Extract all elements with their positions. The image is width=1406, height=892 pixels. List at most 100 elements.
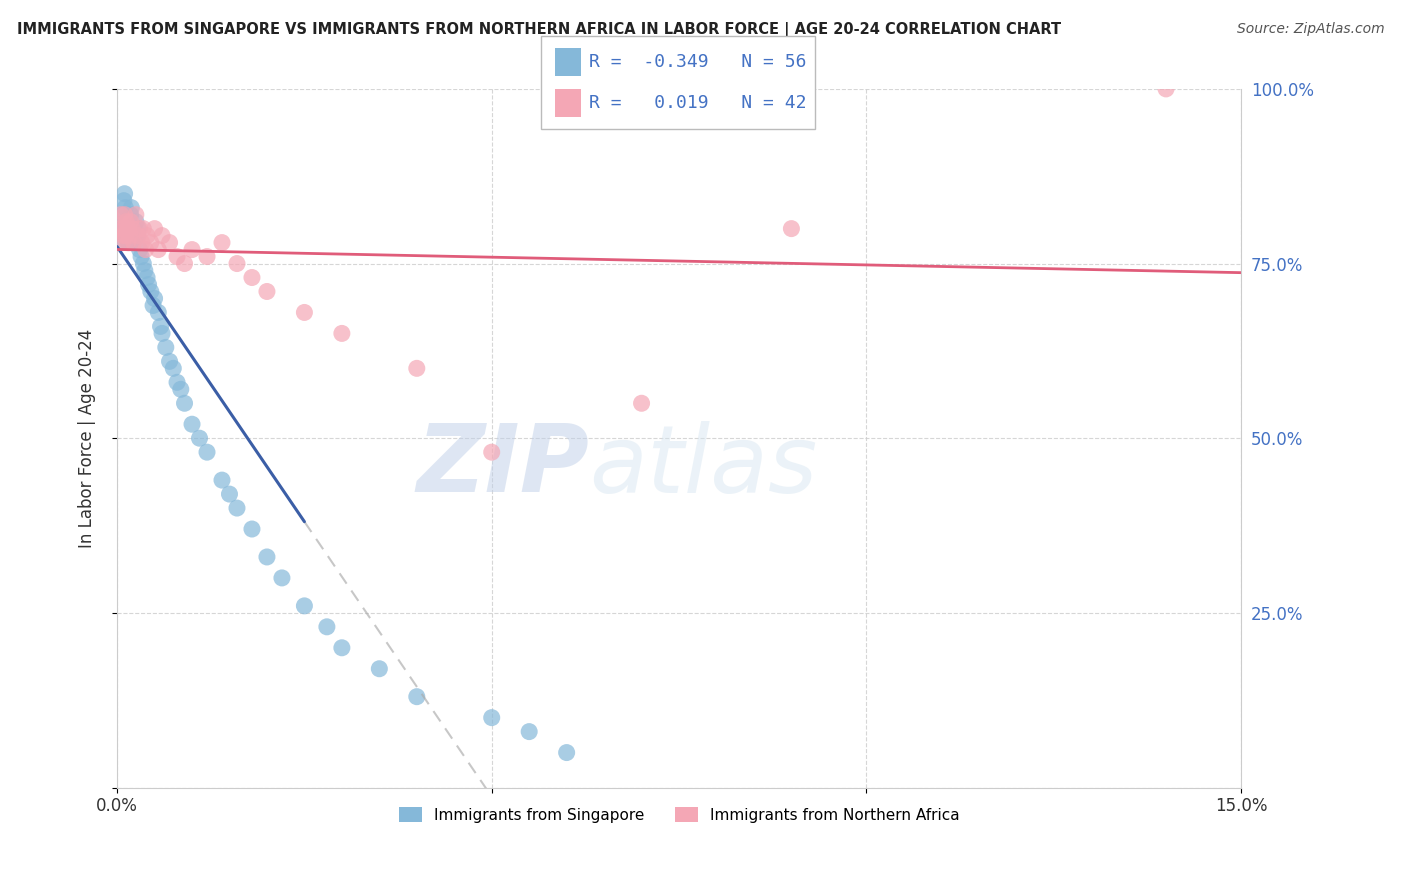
Point	[173, 256, 195, 270]
Point	[405, 361, 427, 376]
Text: ZIP: ZIP	[416, 420, 589, 512]
Point	[115, 214, 138, 228]
Point	[136, 270, 159, 285]
Point	[117, 221, 139, 235]
Text: Source: ZipAtlas.com: Source: ZipAtlas.com	[1237, 22, 1385, 37]
Point	[121, 221, 143, 235]
Point	[120, 208, 142, 222]
Point	[120, 214, 142, 228]
Point	[118, 221, 141, 235]
Point	[128, 221, 150, 235]
Point	[218, 487, 240, 501]
Point	[129, 250, 152, 264]
Point	[110, 221, 132, 235]
Point	[256, 285, 278, 299]
Point	[481, 711, 503, 725]
Point	[127, 228, 149, 243]
Point	[121, 221, 143, 235]
Point	[139, 285, 162, 299]
Point	[226, 256, 249, 270]
Point	[148, 305, 170, 319]
Point	[132, 221, 155, 235]
Point	[112, 208, 135, 222]
Point	[181, 243, 204, 257]
Point	[630, 396, 652, 410]
Point	[1154, 82, 1177, 96]
Point	[405, 690, 427, 704]
Point	[188, 431, 211, 445]
Text: atlas: atlas	[589, 421, 817, 512]
Text: IMMIGRANTS FROM SINGAPORE VS IMMIGRANTS FROM NORTHERN AFRICA IN LABOR FORCE | AG: IMMIGRANTS FROM SINGAPORE VS IMMIGRANTS …	[17, 22, 1062, 38]
Point	[170, 382, 193, 396]
Point	[143, 221, 166, 235]
Text: R =  -0.349   N = 56: R = -0.349 N = 56	[589, 53, 807, 70]
Point	[117, 235, 139, 250]
Point	[240, 270, 263, 285]
Text: R =   0.019   N = 42: R = 0.019 N = 42	[589, 95, 807, 112]
Point	[149, 319, 172, 334]
Point	[114, 208, 136, 222]
Point	[330, 640, 353, 655]
Point	[211, 473, 233, 487]
Point	[122, 228, 145, 243]
Point	[271, 571, 294, 585]
Y-axis label: In Labor Force | Age 20-24: In Labor Force | Age 20-24	[79, 328, 96, 548]
Legend: Immigrants from Singapore, Immigrants from Northern Africa: Immigrants from Singapore, Immigrants fr…	[392, 800, 966, 829]
Point	[143, 292, 166, 306]
Point	[131, 235, 153, 250]
Point	[330, 326, 353, 341]
Point	[256, 549, 278, 564]
Point	[780, 221, 803, 235]
Point	[112, 228, 135, 243]
Point	[122, 235, 145, 250]
Point	[240, 522, 263, 536]
Point	[124, 221, 146, 235]
Point	[114, 186, 136, 201]
Point	[114, 201, 136, 215]
Point	[110, 235, 132, 250]
Point	[142, 298, 165, 312]
Point	[139, 235, 162, 250]
Point	[112, 221, 135, 235]
Point	[173, 396, 195, 410]
Point	[159, 354, 181, 368]
Point	[120, 201, 142, 215]
Point	[138, 277, 160, 292]
Point	[125, 214, 148, 228]
Point	[211, 235, 233, 250]
Point	[121, 235, 143, 250]
Point	[150, 326, 173, 341]
Point	[111, 235, 134, 250]
Point	[115, 221, 138, 235]
Point	[115, 214, 138, 228]
Point	[159, 235, 181, 250]
Point	[111, 221, 134, 235]
Point	[114, 228, 136, 243]
Point	[110, 208, 132, 222]
Point	[162, 361, 184, 376]
Point	[294, 599, 316, 613]
Point	[181, 417, 204, 432]
Point	[118, 228, 141, 243]
Point	[368, 662, 391, 676]
Point	[195, 250, 218, 264]
Point	[135, 243, 157, 257]
Point	[125, 208, 148, 222]
Point	[118, 228, 141, 243]
Point	[294, 305, 316, 319]
Point	[132, 256, 155, 270]
Point	[127, 228, 149, 243]
Point	[226, 501, 249, 516]
Point	[128, 243, 150, 257]
Point	[555, 746, 578, 760]
Point	[117, 228, 139, 243]
Point	[315, 620, 337, 634]
Point	[195, 445, 218, 459]
Point	[112, 194, 135, 208]
Point	[481, 445, 503, 459]
Point	[115, 221, 138, 235]
Point	[127, 221, 149, 235]
Point	[517, 724, 540, 739]
Point	[166, 376, 188, 390]
Point	[150, 228, 173, 243]
